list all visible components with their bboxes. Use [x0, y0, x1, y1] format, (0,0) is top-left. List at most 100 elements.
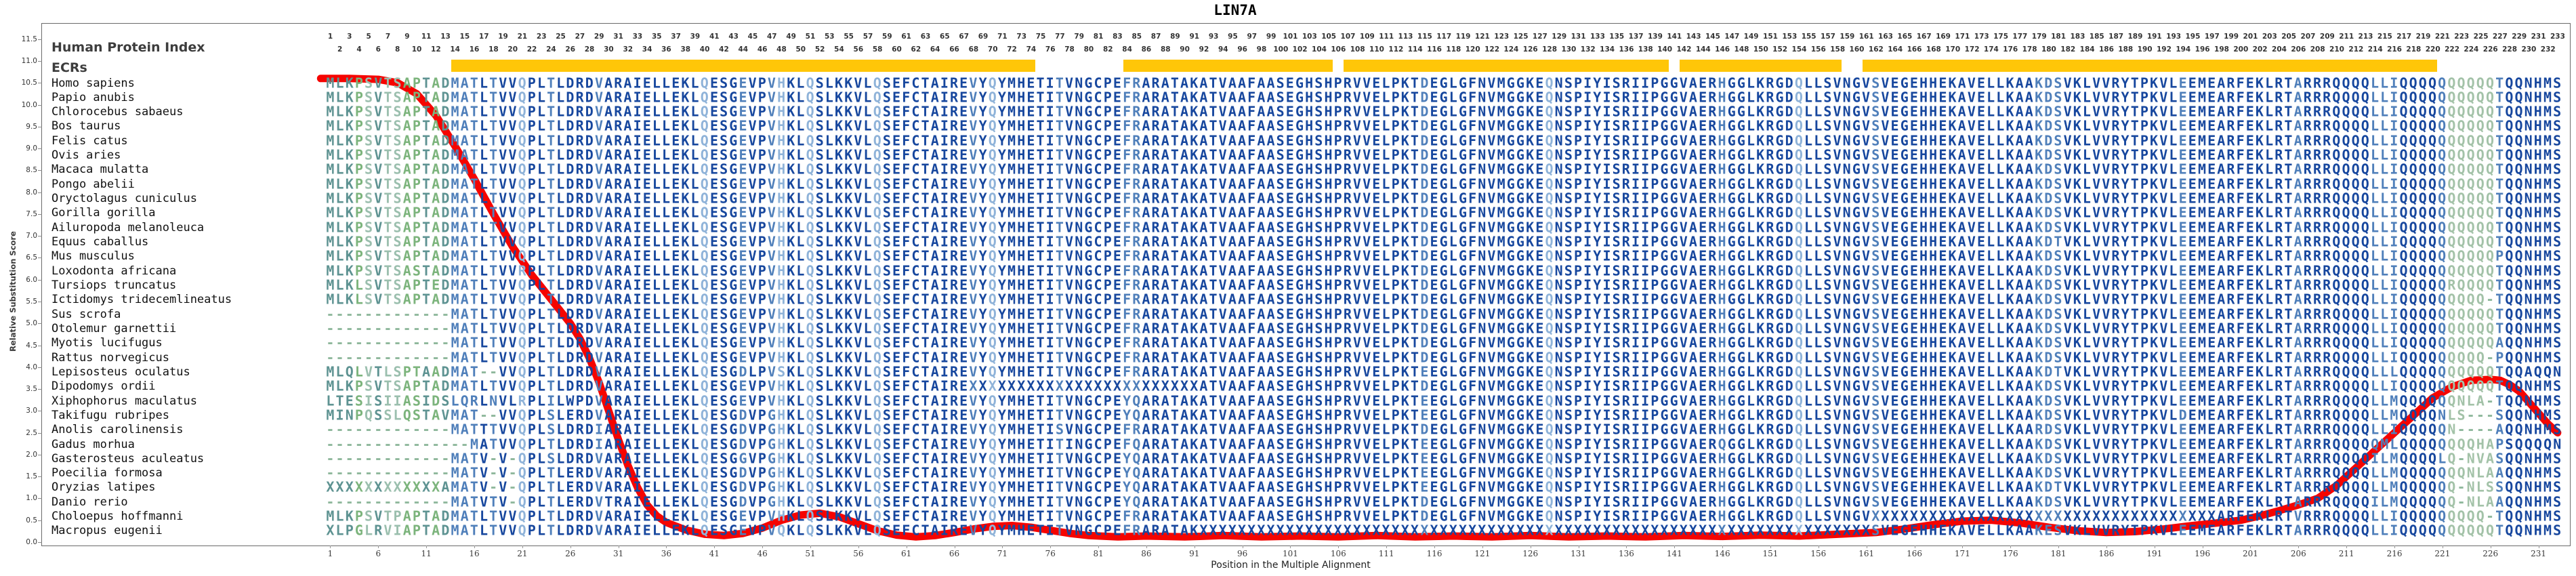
residue-run: Q — [1794, 75, 1805, 91]
residue-run: M — [470, 436, 480, 452]
position-number: 52 — [814, 45, 825, 54]
residue-run: GGLKRGD — [1727, 247, 1795, 264]
species-label: Gorilla gorilla — [51, 206, 156, 220]
residue-run: RRRQQQQ — [2303, 522, 2371, 539]
residue-run: ARAIELLEKL — [604, 306, 701, 323]
residue-run: D — [1420, 89, 1430, 106]
residue-run: E — [739, 247, 749, 264]
residue-run: LLSVNGV — [1804, 204, 1872, 221]
residue-run: EMEARFEKLRT — [2188, 522, 2294, 539]
residue-run: SLKKVL — [815, 219, 873, 236]
residue-run: V — [374, 291, 384, 308]
residue-run: PL — [527, 204, 547, 221]
residue-run: E — [1420, 392, 1430, 409]
residue-run: KL — [787, 306, 806, 323]
residue-run: NVA — [2466, 450, 2496, 467]
residue-run: V — [767, 276, 778, 293]
residue-run: VV — [499, 334, 518, 351]
residue-run: QS — [402, 407, 423, 424]
residue-run: LERD — [556, 464, 596, 481]
residue-run: EGLGFNVMGGKE — [1430, 436, 1545, 452]
residue-run: YQ — [1123, 450, 1142, 467]
residue-run: Q — [806, 190, 816, 207]
residue-run: X — [1794, 522, 1805, 539]
residue-run: VP — [748, 117, 768, 134]
residue-run: VEGEHHEKAVELLKAA — [1881, 478, 2035, 495]
residue-run: EMEARFEKLRT — [2188, 478, 2294, 495]
residue-run: E — [739, 349, 749, 366]
residue-run: S — [1871, 464, 1882, 481]
residue-run: VNGCPE — [1065, 478, 1123, 495]
residue-run: QQQQQ — [2447, 334, 2496, 351]
residue-run: V — [374, 204, 384, 221]
residue-run: Q — [518, 464, 528, 481]
position-number: 183 — [2070, 33, 2085, 41]
residue-run: NSPIYISRIIPGGVAER — [1554, 392, 1718, 409]
residue-run: KDS — [2035, 392, 2064, 409]
residue-run: YMHETI — [997, 204, 1056, 221]
sequence-row: MLKPSVTSAPTADMATLTVVQPLTLDRDVARAIELLEKLQ… — [326, 204, 2562, 221]
residue-run: Y — [978, 363, 989, 380]
residue-run: GGLKRGD — [1727, 363, 1795, 380]
residue-run: VEGEHHEKAVELLKAA — [1881, 464, 2035, 481]
residue-run: GGLKRGD — [1727, 291, 1795, 308]
residue-run: MAT — [451, 247, 480, 264]
residue-run: V — [374, 89, 384, 106]
residue-run: LLSVNGV — [1804, 190, 1872, 207]
residue-run: QQQQ — [2399, 320, 2438, 337]
residue-run: VV — [499, 75, 518, 91]
position-number: 143 — [1686, 33, 1701, 41]
position-number: 127 — [1532, 33, 1547, 41]
residue-run: V — [767, 508, 778, 524]
position-number: 157 — [1821, 33, 1835, 41]
residue-run: SEFCTAIRE — [882, 407, 970, 424]
residue-run: QQQQ — [2399, 363, 2438, 380]
x-tick-mark — [858, 546, 859, 548]
residue-run: AP — [402, 161, 423, 178]
residue-run: ESG — [709, 132, 739, 149]
residue-run: A — [432, 522, 442, 539]
species-label: Ovis aries — [51, 148, 121, 163]
y-tick-mark — [38, 476, 42, 478]
residue-run: LDRD — [556, 320, 596, 337]
residue-run: PL — [527, 117, 547, 134]
residue-run: E — [2178, 103, 2188, 120]
position-number: 61 — [901, 33, 911, 41]
y-tick-label: 9.5 — [26, 122, 37, 131]
position-number: 201 — [2243, 33, 2258, 41]
residue-run: LLSVNGV — [1804, 161, 1872, 178]
residue-run: SLKKVL — [815, 291, 873, 308]
residue-run: PL — [527, 334, 547, 351]
residue-run: ARAIELLEKL — [604, 349, 701, 366]
species-label: Chlorocebus sabaeus — [51, 105, 184, 119]
residue-run: Q — [2438, 493, 2448, 510]
residue-run: VKLVVRYTPKVL — [2063, 75, 2179, 91]
residue-run: EMEARFEKLRT — [2188, 320, 2294, 337]
residue-run: EGLGFNVMGGKE — [1430, 320, 1545, 337]
residue-run: D — [1420, 176, 1430, 192]
residue-run: T — [547, 478, 557, 495]
residue-run: V — [594, 247, 605, 264]
residue-run: V — [479, 478, 490, 495]
residue-run: Q — [518, 146, 528, 163]
residue-run: EMEARFEKLRT — [2188, 392, 2294, 409]
x-tick-mark — [2346, 546, 2348, 548]
residue-run: MAT — [451, 89, 480, 106]
residue-run: RRRQQQQ — [2303, 392, 2371, 409]
residue-run: Q — [806, 436, 816, 452]
residue-run: RRRQQQQ — [2303, 146, 2371, 163]
residue-run: S — [365, 75, 375, 91]
residue-run: T — [1056, 320, 1066, 337]
residue-run: EMEARFEKLRT — [2188, 204, 2294, 221]
residue-run: MLK — [326, 377, 355, 394]
residue-run: PL — [527, 233, 547, 250]
residue-run: - — [2485, 392, 2496, 409]
residue-run: SLKKVL — [815, 190, 873, 207]
position-number: 181 — [2051, 33, 2066, 41]
residue-run: EGLGFNVMGGKE — [1430, 349, 1545, 366]
residue-run: SEFCTAIRE — [882, 247, 970, 264]
residue-run: LLI — [2370, 132, 2400, 149]
residue-run: Q — [988, 493, 998, 510]
residue-run: V — [594, 392, 605, 409]
residue-run: EGLGFNVMGGKE — [1430, 117, 1545, 134]
